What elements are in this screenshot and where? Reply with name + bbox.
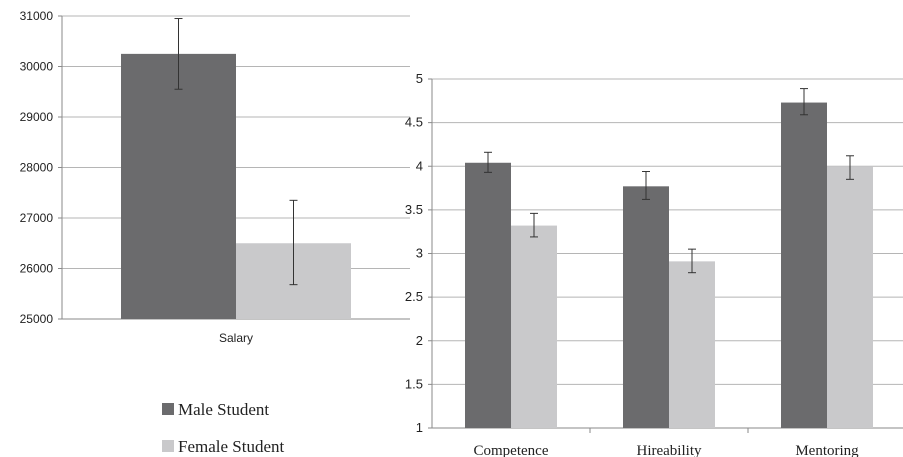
y-tick-label: 1.5 xyxy=(405,376,423,391)
bar-female xyxy=(669,261,715,428)
y-tick-label: 31000 xyxy=(20,9,54,23)
y-tick-label: 2 xyxy=(416,333,423,348)
x-category-label: Competence xyxy=(474,443,549,457)
x-category-label: Salary xyxy=(219,331,253,345)
y-tick-label: 30000 xyxy=(20,60,54,74)
bar-female xyxy=(511,225,557,428)
bar-male xyxy=(623,186,669,428)
y-tick-label: 25000 xyxy=(20,312,54,326)
bar-male xyxy=(781,102,827,429)
bar-male xyxy=(465,162,511,428)
legend-label-female: Female Student xyxy=(178,437,285,456)
y-tick-label: 27000 xyxy=(20,211,54,225)
y-tick-label: 3.5 xyxy=(405,202,423,217)
legend: Male Student Female Student xyxy=(162,400,285,456)
y-tick-label: 29000 xyxy=(20,110,54,124)
legend-label-male: Male Student xyxy=(178,400,269,419)
bar-female xyxy=(827,166,873,428)
salary-chart: 25000 26000 27000 28000 29000 30000 31000 Salar… xyxy=(20,9,410,345)
y-tick-label: 5 xyxy=(416,71,423,86)
ratings-chart: 1 1.5 2 2.5 3 3.5 4 4.5 5 Competence Hireability Me… xyxy=(405,71,903,457)
legend-swatch-male xyxy=(162,403,174,415)
bar-male xyxy=(121,53,236,319)
legend-swatch-female xyxy=(162,440,174,452)
y-tick-label: 4.5 xyxy=(405,115,423,130)
x-category-label: Mentoring xyxy=(795,443,859,457)
y-tick-label: 3 xyxy=(416,246,423,261)
y-tick-label: 4 xyxy=(416,158,423,173)
y-tick-label: 1 xyxy=(416,420,423,435)
y-tick-label: 2.5 xyxy=(405,289,423,304)
x-category-label: Hireability xyxy=(637,443,702,457)
y-tick-label: 26000 xyxy=(20,262,54,276)
y-tick-label: 28000 xyxy=(20,161,54,175)
